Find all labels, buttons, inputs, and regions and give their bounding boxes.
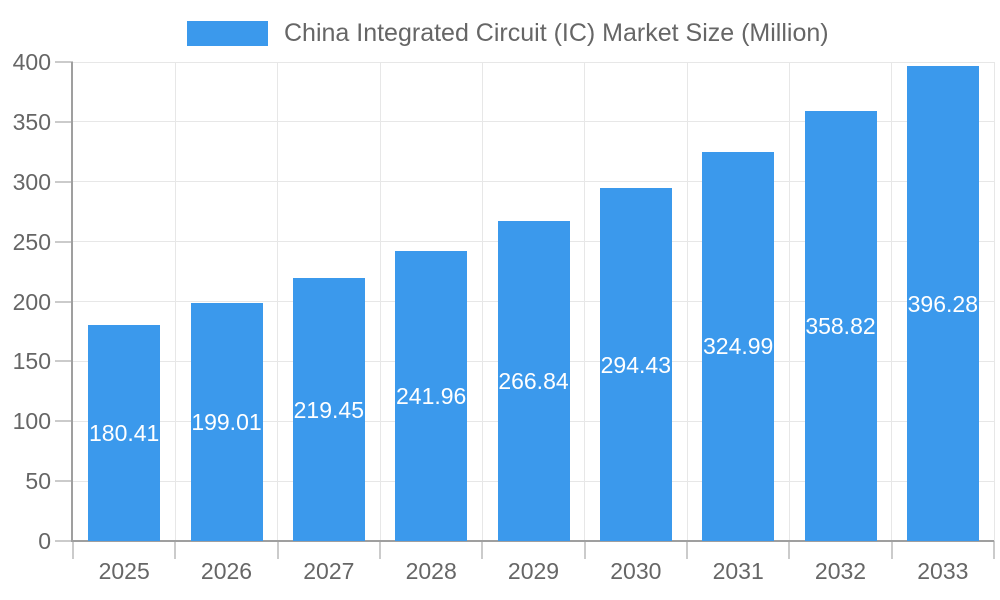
y-axis-tick <box>55 61 73 63</box>
y-axis-tick <box>55 540 73 542</box>
bar[interactable] <box>292 278 365 541</box>
x-grid-line <box>277 62 279 541</box>
x-grid-line <box>891 62 893 541</box>
x-grid-line <box>379 62 381 541</box>
x-tick-label: 2032 <box>814 558 867 584</box>
y-axis-tick <box>55 300 73 303</box>
bar-value-label: 199.01 <box>191 408 262 435</box>
x-axis-tick <box>481 541 484 559</box>
x-axis-tick <box>276 541 279 559</box>
y-axis-tick <box>55 120 73 123</box>
bar[interactable] <box>804 111 877 541</box>
bar[interactable] <box>88 324 161 541</box>
bar-value-label: 294.43 <box>600 351 671 378</box>
bar-value-label: 180.41 <box>88 419 160 446</box>
x-tick-label: 2033 <box>917 558 969 584</box>
y-axis-line <box>71 62 73 542</box>
x-tick-label: 2028 <box>405 558 457 584</box>
x-axis-tick <box>583 541 586 559</box>
x-tick-label: 2029 <box>507 558 560 584</box>
y-tick-label: 150 <box>12 348 51 375</box>
y-tick-label: 200 <box>12 288 51 315</box>
legend-label: China Integrated Circuit (IC) Market Siz… <box>284 19 829 47</box>
y-grid-line <box>73 181 994 183</box>
x-axis-tick <box>174 541 177 559</box>
x-axis-tick <box>686 541 688 559</box>
x-grid-line <box>481 62 483 541</box>
y-axis-tick <box>55 360 73 363</box>
bar-value-label: 241.96 <box>395 383 467 410</box>
y-tick-label: 250 <box>12 228 51 255</box>
x-axis-tick <box>379 541 381 559</box>
y-axis-tick <box>55 240 73 243</box>
y-axis-tick <box>55 420 73 423</box>
x-tick-label: 2025 <box>98 558 150 584</box>
x-tick-label: 2030 <box>610 558 662 584</box>
y-grid-line <box>73 121 994 123</box>
bar[interactable] <box>906 66 979 541</box>
bar[interactable] <box>599 188 672 541</box>
bar[interactable] <box>497 221 570 541</box>
bar[interactable] <box>190 302 263 541</box>
x-tick-label: 2026 <box>200 558 253 584</box>
bar[interactable] <box>395 251 468 541</box>
y-axis-tick <box>55 480 73 483</box>
chart-legend[interactable]: China Integrated Circuit (IC) Market Siz… <box>187 19 829 48</box>
x-grid-line <box>584 62 586 541</box>
x-axis-tick <box>890 541 893 559</box>
bar-value-label: 266.84 <box>498 368 569 395</box>
y-tick-label: 0 <box>38 528 51 554</box>
x-axis-tick <box>993 541 995 559</box>
bar[interactable] <box>702 151 775 541</box>
x-grid-line <box>993 62 995 541</box>
x-axis-tick <box>72 541 74 559</box>
x-grid-line <box>788 62 790 541</box>
y-tick-label: 100 <box>12 408 51 435</box>
x-grid-line <box>174 62 176 541</box>
y-grid-line <box>73 61 994 63</box>
x-axis-line <box>73 540 994 542</box>
x-tick-label: 2027 <box>303 558 355 584</box>
bar-value-label: 396.28 <box>907 290 978 317</box>
y-axis-tick <box>55 180 73 183</box>
y-tick-label: 400 <box>12 49 51 75</box>
x-tick-label: 2031 <box>712 558 764 584</box>
y-tick-label: 50 <box>25 468 51 495</box>
bar-value-label: 324.99 <box>702 333 774 360</box>
x-axis-tick <box>788 541 791 559</box>
bar-value-label: 219.45 <box>293 396 364 423</box>
y-tick-label: 350 <box>12 108 51 135</box>
legend-swatch <box>187 21 268 46</box>
y-tick-label: 300 <box>12 168 51 195</box>
x-grid-line <box>686 62 688 541</box>
bar-value-label: 358.82 <box>805 313 876 340</box>
